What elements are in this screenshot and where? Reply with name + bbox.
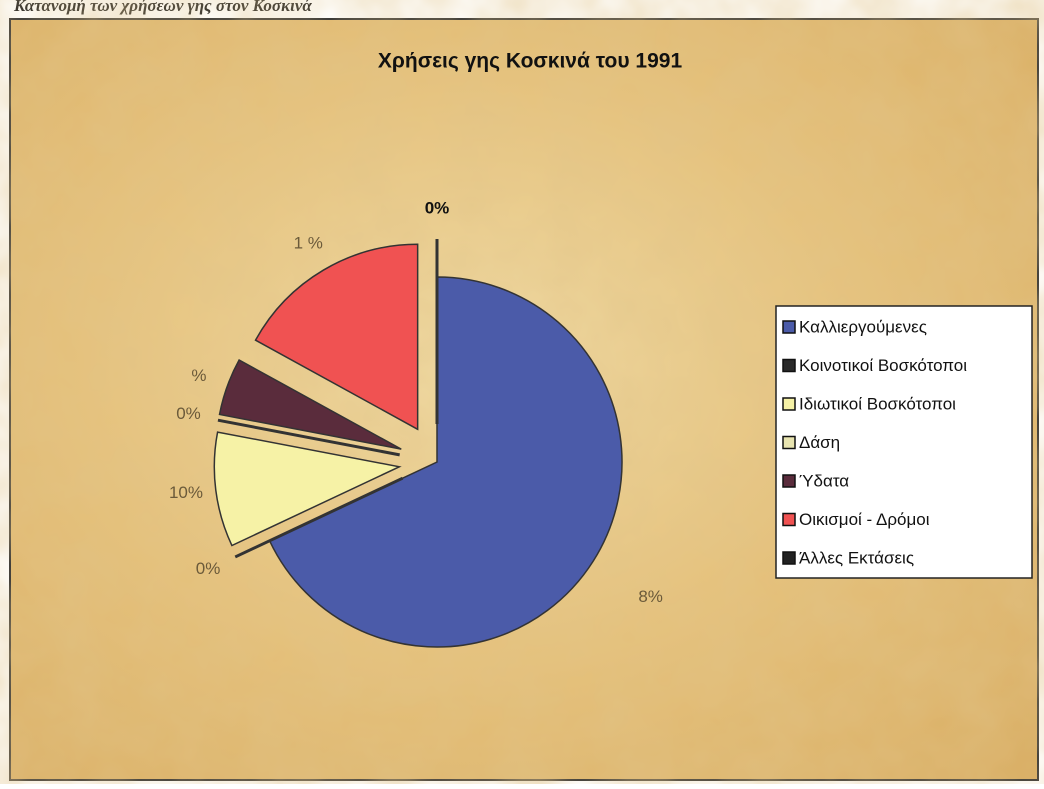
data-label: 10% xyxy=(169,483,203,502)
pie-slice xyxy=(218,358,402,450)
legend-label: Ύδατα xyxy=(799,471,849,490)
pie-slice xyxy=(213,431,402,547)
data-label: 0% xyxy=(176,404,201,423)
chart-title: Χρήσεις γης Κοσκινά του 1991 xyxy=(378,50,683,73)
pie-slice xyxy=(234,476,404,559)
legend-marker xyxy=(782,551,796,565)
data-label: 1 % xyxy=(294,234,323,253)
data-label: % xyxy=(191,366,206,385)
legend-label: Ιδιωτικοί Βοσκότοποι xyxy=(799,394,956,413)
legend-label: Δάση xyxy=(799,433,840,452)
legend-label: Καλλιεργούμενες xyxy=(799,317,927,336)
data-label: 8% xyxy=(638,587,663,606)
legend-marker xyxy=(782,358,796,373)
data-label: 0% xyxy=(196,559,221,578)
pie-slice xyxy=(217,418,400,457)
legend-marker xyxy=(782,397,796,411)
legend-marker xyxy=(782,512,796,527)
caption: Κατανομή των χρήσεων γης στον Κοσκινά xyxy=(13,0,312,15)
pie-slice xyxy=(268,276,623,648)
legend-marker xyxy=(782,474,796,488)
pie-slice xyxy=(254,243,419,431)
data-label: 0% xyxy=(425,198,450,217)
legend-label: Οικισμοί - Δρόμοι xyxy=(799,510,930,529)
legend-marker xyxy=(782,320,796,334)
legend-label: Άλλες Εκτάσεις xyxy=(799,548,914,567)
legend xyxy=(775,305,1033,579)
legend-label: Κοινοτικοί Βοσκότοποι xyxy=(799,356,967,375)
legend-marker xyxy=(782,435,796,450)
